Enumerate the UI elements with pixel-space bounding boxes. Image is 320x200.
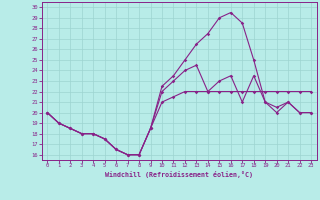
X-axis label: Windchill (Refroidissement éolien,°C): Windchill (Refroidissement éolien,°C) bbox=[105, 171, 253, 178]
